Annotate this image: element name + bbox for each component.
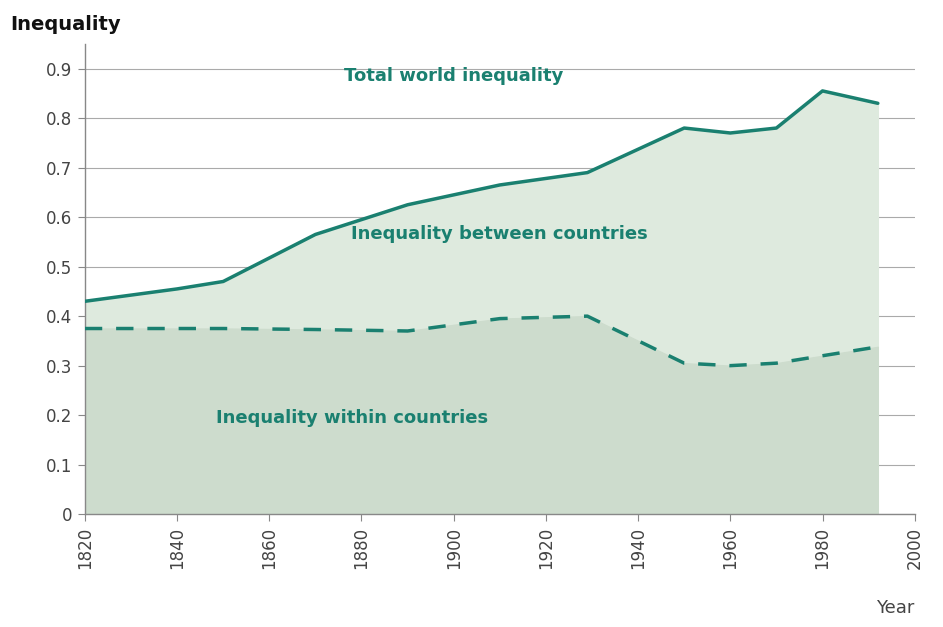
Text: Inequality between countries: Inequality between countries [352,226,648,243]
Text: Year: Year [876,599,915,617]
Text: Inequality within countries: Inequality within countries [216,409,488,426]
Text: Inequality: Inequality [10,16,121,34]
Text: Total world inequality: Total world inequality [344,67,563,85]
